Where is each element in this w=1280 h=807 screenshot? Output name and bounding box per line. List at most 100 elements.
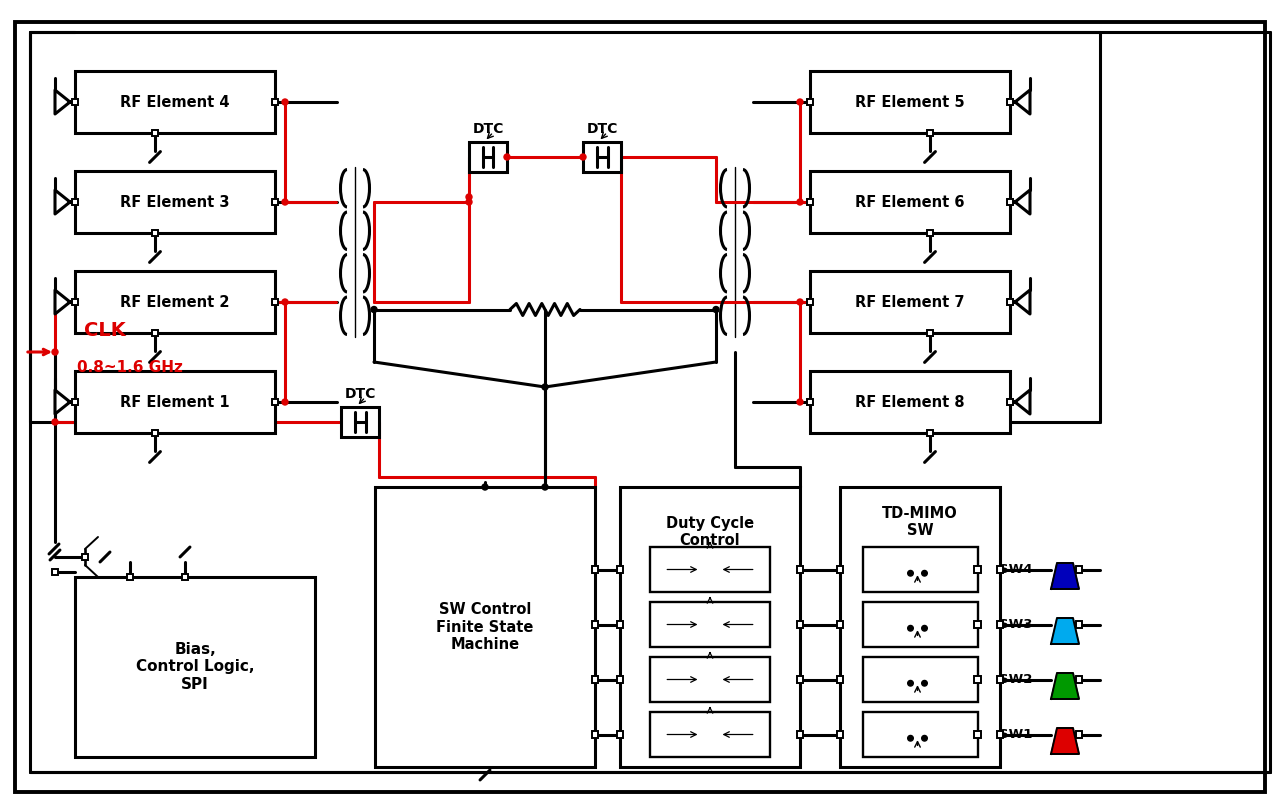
Bar bbox=[650, 657, 771, 702]
Circle shape bbox=[466, 194, 472, 200]
Text: CLK: CLK bbox=[84, 320, 125, 340]
Bar bbox=[152, 130, 159, 136]
Bar bbox=[72, 199, 78, 205]
Bar bbox=[271, 199, 278, 205]
Text: 0.8~1.6 GHz: 0.8~1.6 GHz bbox=[77, 359, 183, 374]
Text: RF Element 6: RF Element 6 bbox=[855, 194, 965, 210]
Bar bbox=[620, 487, 800, 767]
Bar bbox=[927, 330, 933, 337]
Polygon shape bbox=[1015, 190, 1030, 214]
Bar bbox=[76, 271, 275, 333]
Text: RF Element 5: RF Element 5 bbox=[855, 94, 965, 110]
Bar bbox=[810, 271, 1010, 333]
Bar bbox=[806, 98, 813, 105]
Text: SW Control
Finite State
Machine: SW Control Finite State Machine bbox=[436, 602, 534, 652]
Bar bbox=[810, 371, 1010, 433]
Polygon shape bbox=[1051, 563, 1079, 589]
Circle shape bbox=[580, 154, 586, 160]
Bar bbox=[340, 407, 379, 437]
Circle shape bbox=[282, 199, 288, 205]
Text: SW1: SW1 bbox=[1000, 728, 1033, 741]
Text: SW3: SW3 bbox=[1000, 618, 1033, 631]
Bar bbox=[927, 130, 933, 136]
Polygon shape bbox=[1051, 618, 1079, 644]
Circle shape bbox=[541, 384, 548, 390]
Bar bbox=[591, 731, 598, 738]
Circle shape bbox=[908, 735, 914, 741]
Bar bbox=[617, 567, 623, 573]
Bar bbox=[76, 171, 275, 233]
Bar bbox=[51, 569, 59, 575]
Bar bbox=[617, 676, 623, 683]
Circle shape bbox=[282, 99, 288, 105]
Bar bbox=[806, 399, 813, 405]
Circle shape bbox=[908, 680, 914, 686]
Bar bbox=[591, 676, 598, 683]
Bar bbox=[863, 547, 978, 592]
Text: DTC: DTC bbox=[586, 122, 618, 136]
Bar bbox=[1075, 621, 1083, 628]
Text: RF Element 3: RF Element 3 bbox=[120, 194, 229, 210]
Circle shape bbox=[504, 154, 509, 160]
Bar bbox=[72, 98, 78, 105]
Bar bbox=[76, 71, 275, 133]
Circle shape bbox=[52, 419, 58, 425]
Polygon shape bbox=[1051, 728, 1079, 754]
Bar bbox=[837, 731, 844, 738]
Polygon shape bbox=[1015, 290, 1030, 314]
Bar bbox=[182, 574, 188, 580]
Bar bbox=[796, 731, 804, 738]
Bar bbox=[837, 621, 844, 628]
Circle shape bbox=[52, 349, 58, 355]
Bar bbox=[927, 230, 933, 236]
Bar bbox=[271, 98, 278, 105]
Text: RF Element 2: RF Element 2 bbox=[120, 295, 229, 310]
Bar bbox=[152, 330, 159, 337]
Circle shape bbox=[797, 199, 803, 205]
Circle shape bbox=[908, 571, 914, 576]
Bar bbox=[837, 567, 844, 573]
Polygon shape bbox=[1015, 90, 1030, 114]
Bar bbox=[974, 676, 980, 683]
Circle shape bbox=[908, 625, 914, 631]
Bar bbox=[591, 567, 598, 573]
Bar bbox=[1007, 199, 1014, 205]
Polygon shape bbox=[1015, 390, 1030, 414]
Text: DTC: DTC bbox=[344, 387, 376, 401]
Bar bbox=[863, 657, 978, 702]
Bar bbox=[72, 399, 78, 405]
Circle shape bbox=[282, 299, 288, 305]
Bar bbox=[582, 142, 621, 172]
Bar bbox=[997, 567, 1004, 573]
Bar bbox=[997, 731, 1004, 738]
Circle shape bbox=[797, 299, 803, 305]
Bar bbox=[72, 299, 78, 305]
Bar bbox=[591, 621, 598, 628]
Polygon shape bbox=[55, 90, 70, 114]
Bar bbox=[810, 71, 1010, 133]
Circle shape bbox=[466, 199, 472, 205]
Circle shape bbox=[797, 99, 803, 105]
Bar bbox=[617, 621, 623, 628]
Text: Duty Cycle
Control: Duty Cycle Control bbox=[666, 516, 754, 548]
Text: RF Element 8: RF Element 8 bbox=[855, 395, 965, 409]
Circle shape bbox=[713, 307, 719, 312]
Bar bbox=[82, 554, 88, 560]
Bar bbox=[974, 567, 980, 573]
Bar bbox=[152, 430, 159, 437]
Bar bbox=[1075, 567, 1083, 573]
Bar bbox=[796, 676, 804, 683]
Circle shape bbox=[922, 735, 927, 741]
Circle shape bbox=[541, 484, 548, 490]
Text: Bias,
Control Logic,
SPI: Bias, Control Logic, SPI bbox=[136, 642, 255, 692]
Polygon shape bbox=[55, 190, 70, 214]
Bar bbox=[974, 621, 980, 628]
Text: SW4: SW4 bbox=[1000, 563, 1033, 576]
Text: RF Element 1: RF Element 1 bbox=[120, 395, 230, 409]
Bar bbox=[806, 199, 813, 205]
Bar bbox=[927, 430, 933, 437]
Text: TD-MIMO
SW: TD-MIMO SW bbox=[882, 506, 957, 538]
Bar bbox=[810, 171, 1010, 233]
Bar bbox=[76, 371, 275, 433]
Circle shape bbox=[922, 680, 927, 686]
